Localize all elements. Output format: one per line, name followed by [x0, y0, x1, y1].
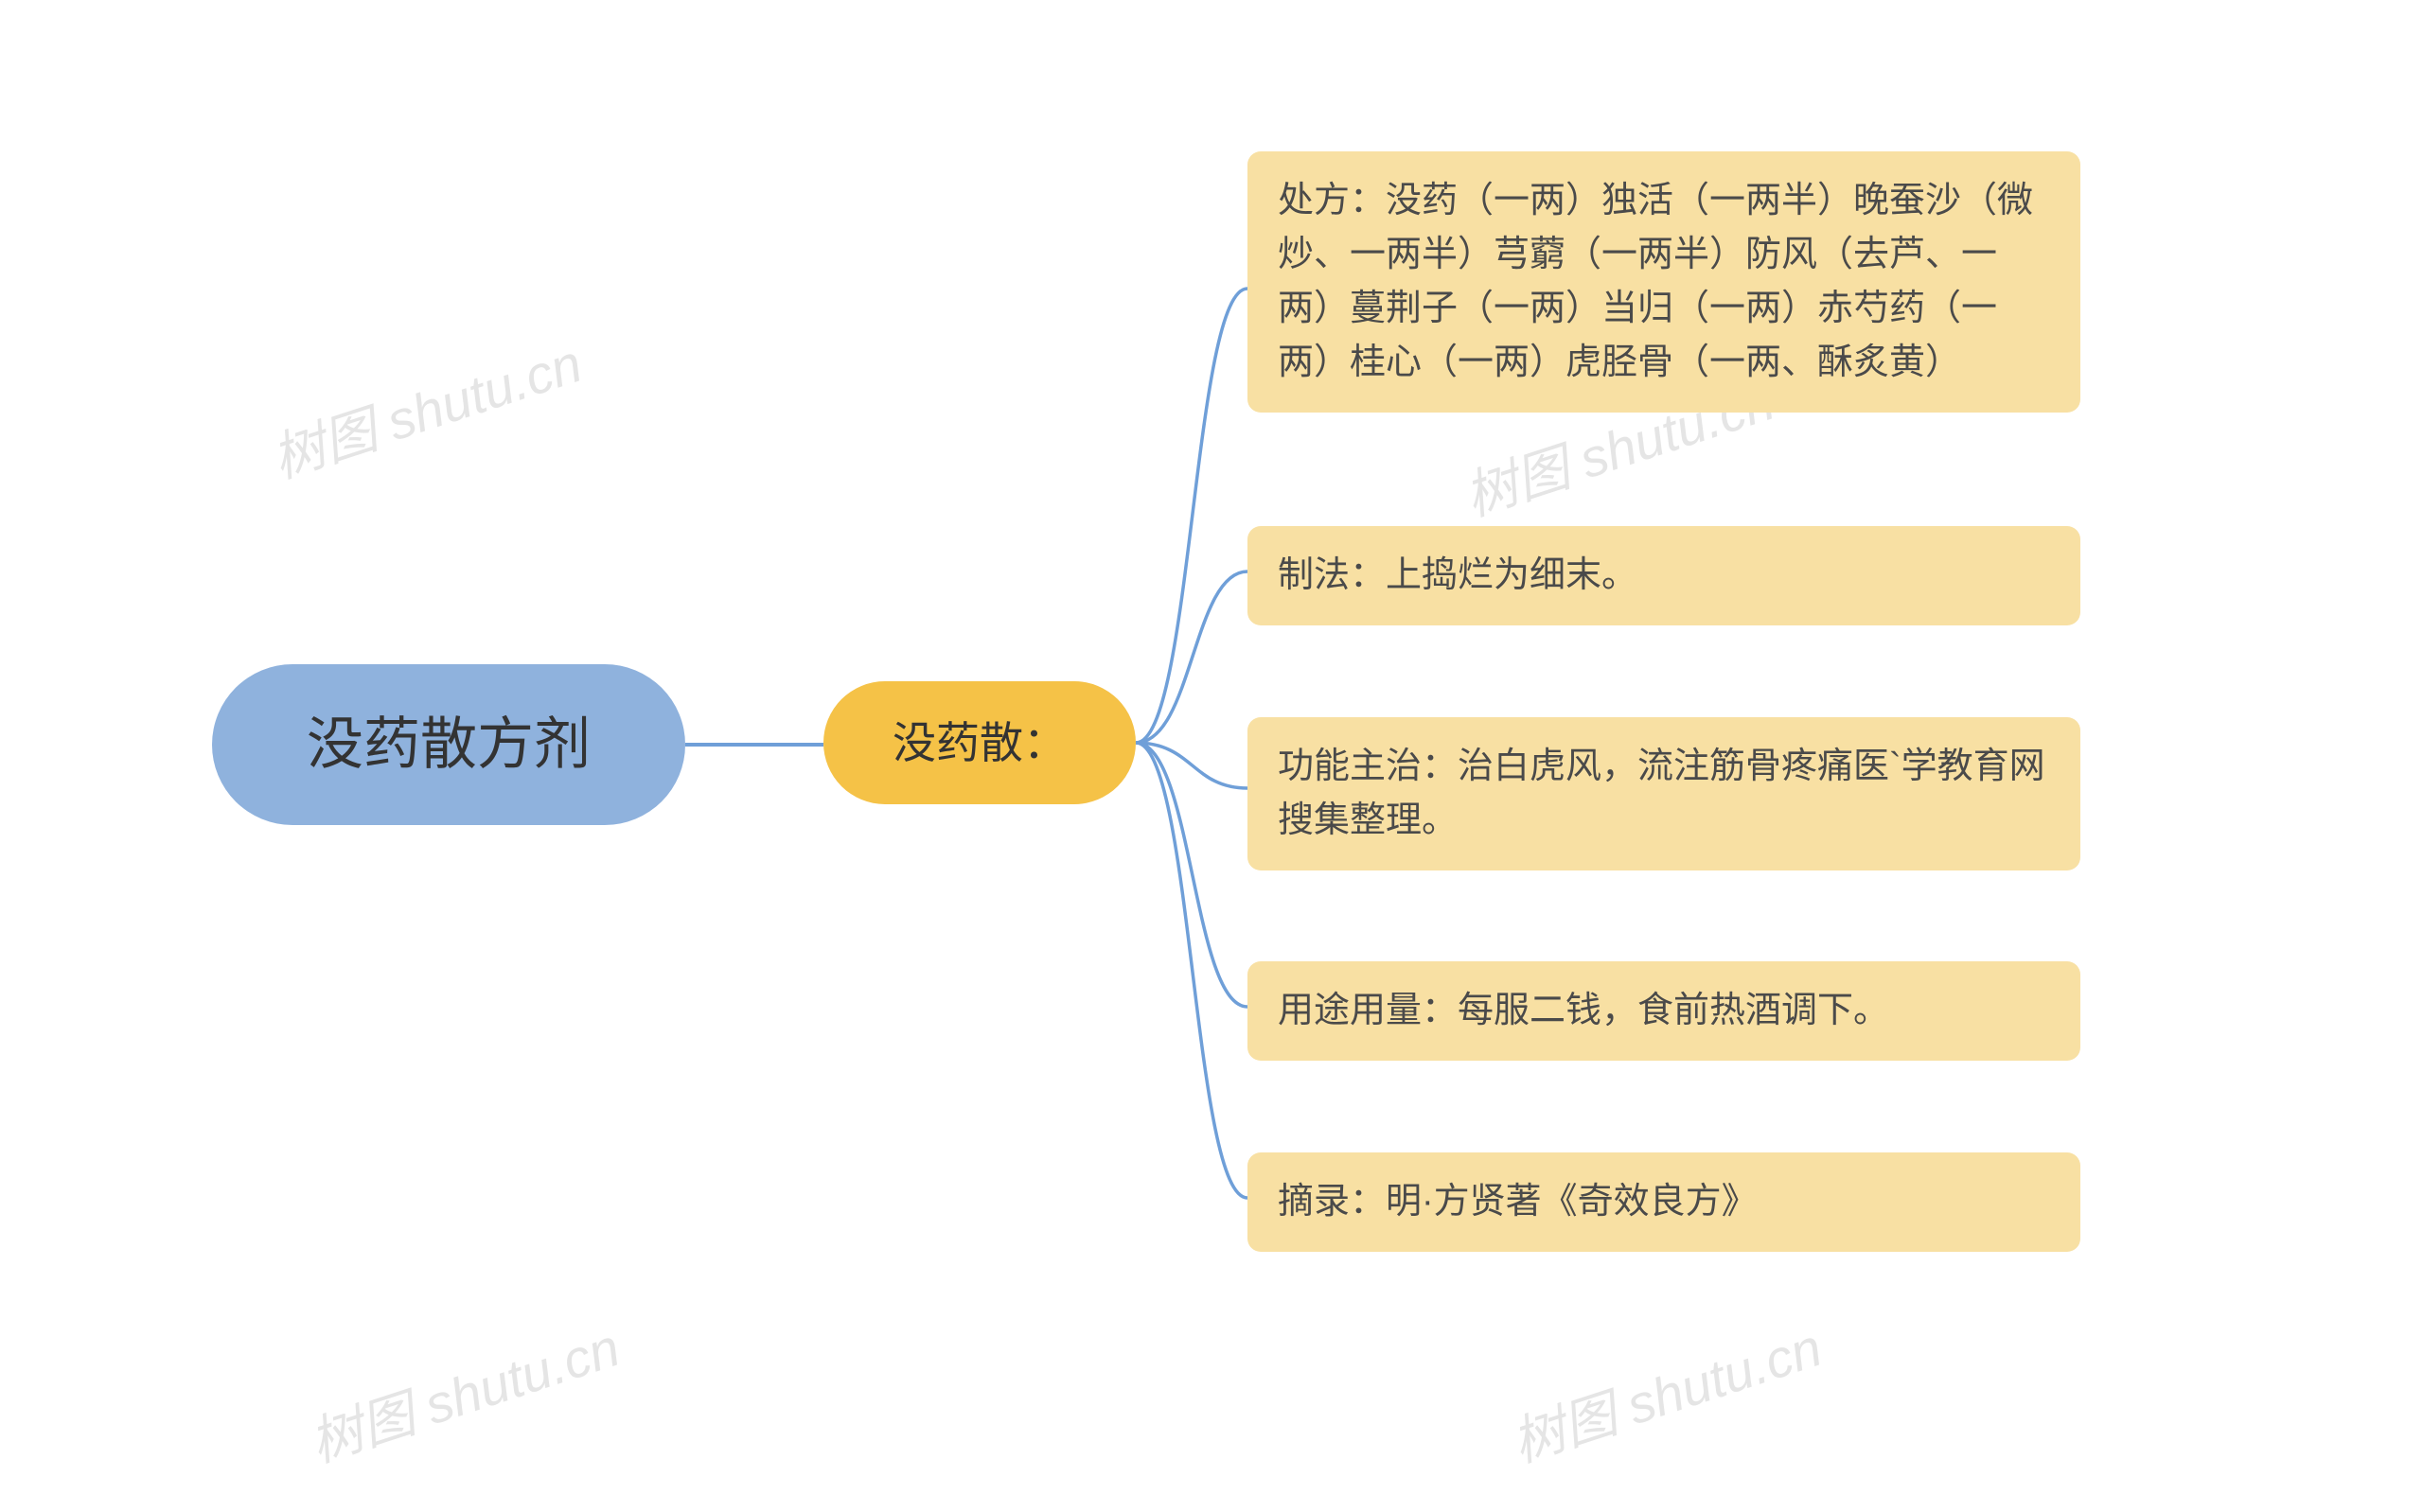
mindmap-leaf-node[interactable]: 用途用量：每服二钱，食前热酒调下。 — [1247, 961, 2080, 1061]
leaf-label: 处方：没药（一两）独活（一两半）晚蚕沙（微炒、一两半）芎藭（一两半）防风（去芦、… — [1278, 181, 2033, 382]
leaf-label: 制法：上捣烂为细末。 — [1278, 555, 1637, 595]
root-label: 没药散方剂 — [307, 702, 591, 787]
mindmap-leaf-node[interactable]: 功能主治：治白虎风，流注筋骨疼痛医`学教育网搜集整理。 — [1247, 717, 2080, 870]
mindmap-leaf-node[interactable]: 摘录：明·方贤著《奇效良方》 — [1247, 1152, 2080, 1252]
mindmap-leaf-node[interactable]: 处方：没药（一两）独活（一两半）晚蚕沙（微炒、一两半）芎藭（一两半）防风（去芦、… — [1247, 151, 2080, 413]
leaf-label: 摘录：明·方贤著《奇效良方》 — [1278, 1182, 1758, 1222]
mindmap-leaf-node[interactable]: 制法：上捣烂为细末。 — [1247, 526, 2080, 625]
leaf-label: 功能主治：治白虎风，流注筋骨疼痛医`学教育网搜集整理。 — [1278, 747, 2045, 840]
branch-label: 没药散： — [893, 711, 1067, 776]
watermark: 树图 shutu.cn — [1501, 1306, 1831, 1478]
mindmap-root-node[interactable]: 没药散方剂 — [212, 664, 685, 825]
leaf-label: 用途用量：每服二钱，食前热酒调下。 — [1278, 991, 1889, 1030]
mindmap-branch-node[interactable]: 没药散： — [823, 681, 1136, 804]
watermark: 树图 shutu.cn — [261, 322, 591, 494]
watermark: 树图 shutu.cn — [299, 1306, 628, 1478]
